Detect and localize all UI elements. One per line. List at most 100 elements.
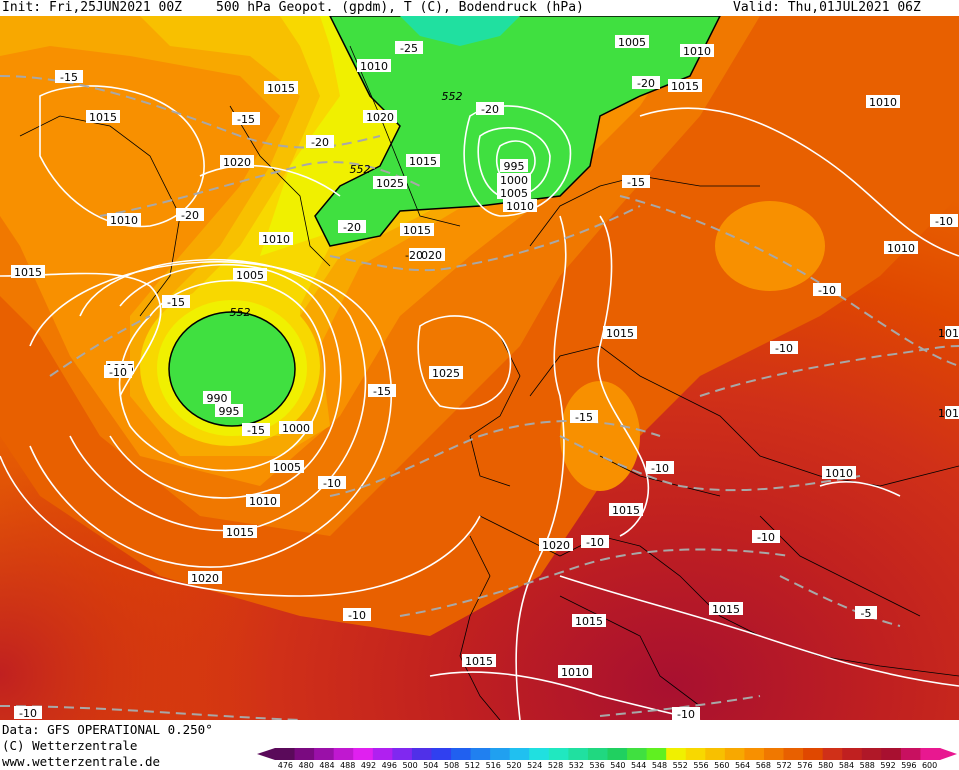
svg-text:-20: -20 [637, 77, 655, 90]
legend-swatch [744, 748, 765, 760]
chart-title: 500 hPa Geopot. (gpdm), T (C), Bodendruc… [216, 0, 584, 15]
svg-text:1020: 1020 [414, 249, 442, 262]
legend-tick-label: 580 [818, 761, 833, 770]
isobar-label: 1005 [615, 35, 649, 49]
legend-swatch [509, 748, 530, 760]
isotherm-label: -10 [770, 341, 798, 355]
isobar-label: 1010 [357, 59, 391, 73]
svg-text:1015: 1015 [89, 111, 117, 124]
legend-swatch [411, 748, 432, 760]
color-legend: 476 480 484 488 492 496 500 504 508 512 516 520 524 5… [257, 748, 957, 770]
legend-swatch [646, 748, 667, 760]
footer: Data: GFS OPERATIONAL 0.250° (C) Wetterz… [0, 720, 959, 770]
svg-text:-20: -20 [405, 249, 423, 262]
isobar-label: 1010 [938, 406, 959, 420]
svg-text:1010: 1010 [825, 467, 853, 480]
svg-text:-10: -10 [757, 531, 775, 544]
legend-tick-label: 496 [382, 761, 397, 770]
isobar-label: 1005 [497, 186, 531, 200]
svg-text:1015: 1015 [575, 615, 603, 628]
legend-tick-label: 592 [880, 761, 895, 770]
legend-swatch [372, 748, 393, 760]
isotherm-label: -10 [672, 707, 700, 720]
svg-text:1010: 1010 [506, 200, 534, 213]
isotherm-label: -15 [242, 423, 270, 437]
svg-text:-15: -15 [60, 71, 78, 84]
isobar-label: 1000 [279, 421, 313, 435]
isotherm-label: -20 [405, 248, 423, 262]
svg-text:1010: 1010 [249, 495, 277, 508]
isobar-label: 1015 [668, 79, 702, 93]
svg-text:-20: -20 [311, 136, 329, 149]
svg-text:-10: -10 [677, 708, 695, 720]
isobar-label: 1000 [497, 173, 531, 187]
legend-swatch [451, 748, 472, 760]
svg-text:-15: -15 [575, 411, 593, 424]
legend-tick-label: 476 [278, 761, 293, 770]
svg-text:1025: 1025 [432, 367, 460, 380]
legend-tick-label: 504 [423, 761, 438, 770]
svg-text:1015: 1015 [671, 80, 699, 93]
svg-text:-15: -15 [237, 113, 255, 126]
isobar-label: 1015 [938, 326, 959, 340]
isobar-label: 1015 [264, 81, 298, 95]
svg-text:-15: -15 [627, 176, 645, 189]
isotherm-label: -10 [646, 461, 674, 475]
height-label: 552 [350, 163, 371, 176]
legend-swatch [607, 748, 628, 760]
isobar-label: 1015 [86, 110, 120, 124]
svg-text:990: 990 [207, 392, 228, 405]
isobar-label: 1015 [709, 602, 743, 616]
legend-tick-label: 588 [860, 761, 875, 770]
height-label: 552 [230, 306, 251, 319]
legend-tick-label: 484 [319, 761, 334, 770]
svg-text:1015: 1015 [465, 655, 493, 668]
isobar-label: 1020 [411, 248, 445, 262]
legend-swatch [431, 748, 452, 760]
isotherm-label: -15 [622, 175, 650, 189]
isobar-label: 1015 [603, 326, 637, 340]
svg-text:-10: -10 [651, 462, 669, 475]
legend-ticks: 476 480 484 488 492 496 500 504 508 512 516 520 524 5… [278, 761, 938, 770]
svg-text:1005: 1005 [273, 461, 301, 474]
isobar-label: 1025 [429, 366, 463, 380]
svg-text:-10: -10 [586, 536, 604, 549]
isobar-label: 1015 [406, 154, 440, 168]
init-time: Init: Fri,25JUN2021 00Z [2, 0, 183, 15]
svg-text:-20: -20 [343, 221, 361, 234]
isobar-label: 1015 [223, 525, 257, 539]
legend-swatch [803, 748, 824, 760]
legend-tick-label: 560 [714, 761, 729, 770]
copyright: (C) Wetterzentrale [2, 738, 138, 753]
legend-tick-label: 552 [673, 761, 688, 770]
legend-swatch [587, 748, 608, 760]
legend-tick-label: 556 [693, 761, 708, 770]
svg-text:995: 995 [504, 160, 525, 173]
isotherm-label: -20 [476, 102, 504, 116]
legend-swatch [314, 748, 335, 760]
isobar-label: 1010 [866, 95, 900, 109]
svg-text:-10: -10 [323, 477, 341, 490]
data-source: Data: GFS OPERATIONAL 0.250° [2, 722, 213, 737]
legend-swatch [548, 748, 569, 760]
svg-text:-10: -10 [818, 284, 836, 297]
svg-text:1015: 1015 [612, 504, 640, 517]
svg-text:-10: -10 [348, 609, 366, 622]
svg-text:-10: -10 [109, 366, 127, 379]
isotherm-labels: -25 -15 -15 -20 -20 -20 -20 -20 -15 -10 … [14, 41, 958, 720]
svg-text:-15: -15 [373, 385, 391, 398]
isotherm-label: -10 [752, 530, 780, 544]
valid-time: Valid: Thu,01JUL2021 06Z [733, 0, 921, 15]
legend-swatch [666, 748, 687, 760]
isotherm-label: -20 [338, 220, 366, 234]
isobar-label: 995 [215, 404, 243, 418]
arctic-teal-core [400, 16, 520, 46]
legend-tick-label: 508 [444, 761, 459, 770]
isobar-label: 1010 [680, 44, 714, 58]
svg-text:1025: 1025 [376, 177, 404, 190]
svg-text:1020: 1020 [542, 539, 570, 552]
legend-swatch [783, 748, 804, 760]
weather-map: 1005 1010 1015 1010 1010 1020 1015 1015 … [0, 16, 959, 720]
isobars [0, 85, 959, 720]
isotherm-label: -10 [104, 365, 132, 379]
